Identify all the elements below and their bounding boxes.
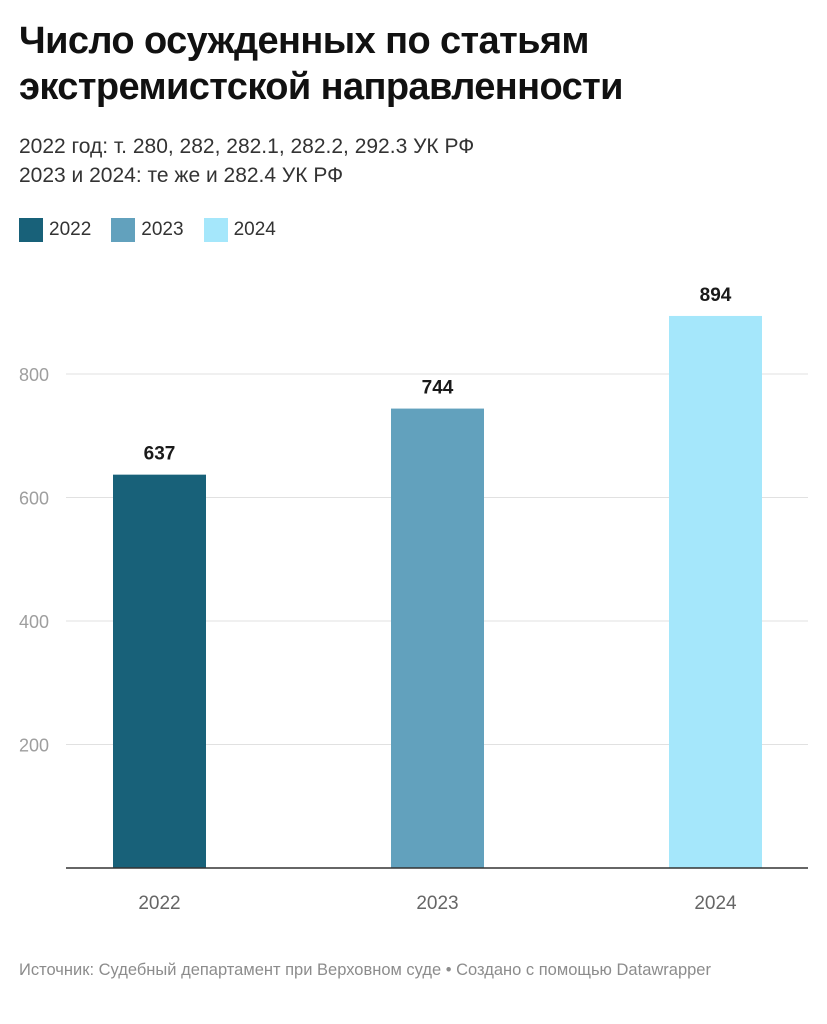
x-axis: 2022 2023 2024 <box>66 867 808 914</box>
x-tick-label-2022: 2022 <box>138 893 180 914</box>
value-label-2023: 744 <box>422 378 454 399</box>
bars: 637 744 894 <box>113 285 762 869</box>
chart-subtitle: 2022 год: т. 280, 282, 282.1, 282.2, 292… <box>19 132 474 190</box>
legend-item-2023: 2023 <box>111 218 184 242</box>
y-tick-label-600: 600 <box>19 489 49 509</box>
x-tick-label-2023: 2023 <box>416 893 458 914</box>
legend-swatch-2022 <box>19 218 43 242</box>
x-tick-label-2024: 2024 <box>694 893 737 914</box>
legend-swatch-2024 <box>203 218 228 242</box>
legend-label-2024: 2024 <box>233 219 276 240</box>
subtitle-line-1: 2022 год: т. 280, 282, 282.1, 282.2, 292… <box>19 135 475 158</box>
y-tick-label-200: 200 <box>19 736 49 756</box>
subtitle-line-2: 2023 и 2024: те же и 282.4 УК РФ <box>19 164 344 187</box>
value-label-2024: 894 <box>700 285 732 306</box>
y-tick-label-800: 800 <box>19 365 49 385</box>
source-note: Источник: Судебный департамент при Верхо… <box>19 961 711 979</box>
legend-label-2022: 2022 <box>49 219 92 240</box>
legend-label-2023: 2023 <box>141 219 184 240</box>
bar-chart: 200 400 600 800 637 744 894 2022 2023 2024 <box>19 285 808 914</box>
legend-swatch-2023 <box>111 218 136 242</box>
legend-item-2024: 2024 <box>203 218 276 242</box>
chart-title: Число осужденных по статьям экстремистск… <box>19 20 624 108</box>
legend-item-2022: 2022 <box>19 218 91 242</box>
value-label-2022: 637 <box>144 444 176 465</box>
bar-2024 <box>669 315 762 869</box>
legend: 2022 2023 2024 <box>19 216 296 244</box>
bar-2022 <box>113 474 206 868</box>
y-tick-label-400: 400 <box>19 612 49 632</box>
bar-2023 <box>391 408 484 868</box>
